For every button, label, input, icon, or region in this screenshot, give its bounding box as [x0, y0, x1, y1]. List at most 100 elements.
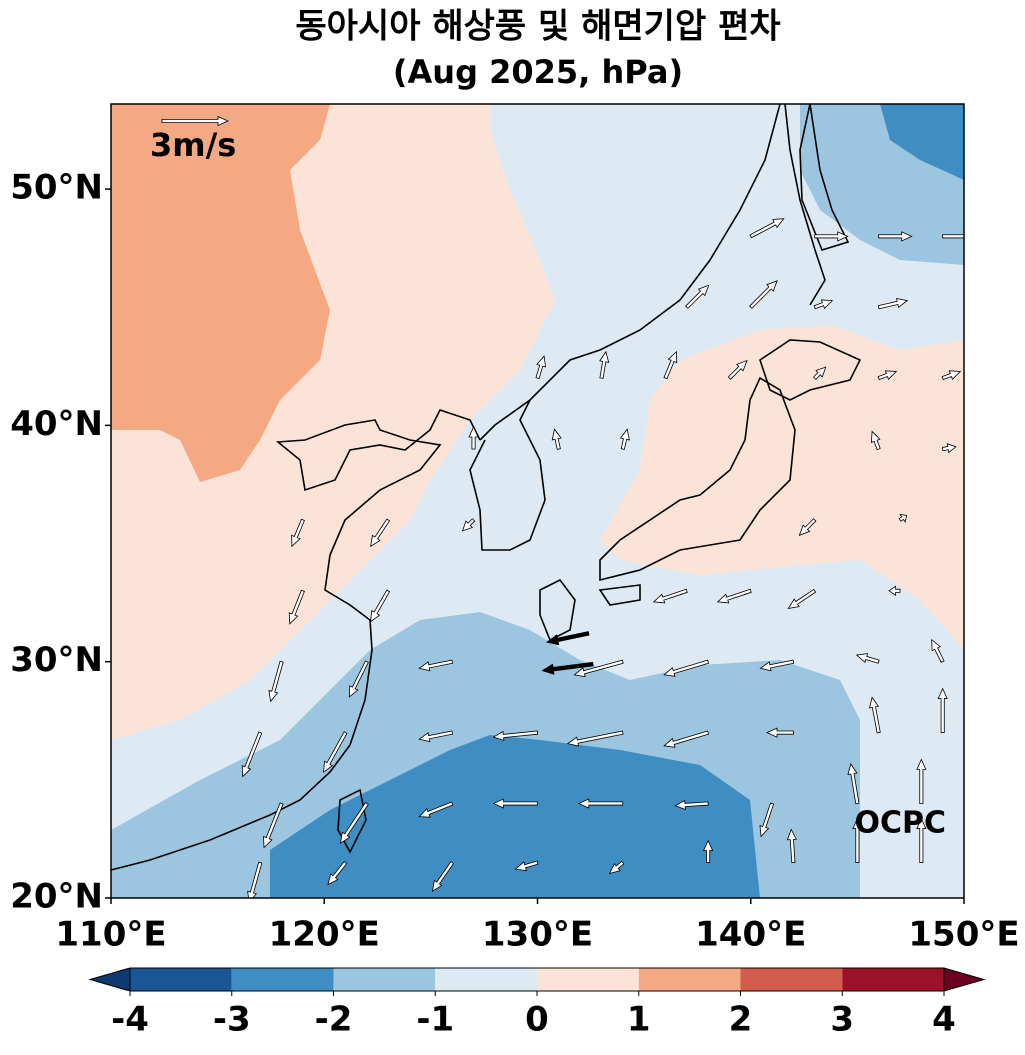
colorbar-tick-label: 1 [627, 1000, 651, 1040]
x-tick-label: 150°E [908, 915, 1019, 955]
wind-vector [566, 730, 624, 747]
wind-vector [535, 355, 547, 380]
colorbar-under [88, 967, 131, 992]
wind-vector [663, 730, 710, 748]
wind-vector [573, 659, 624, 678]
colorbar-tick-label: -2 [315, 1000, 353, 1040]
wind-vector [348, 660, 369, 698]
wind-vector [749, 218, 785, 239]
wind-vector [247, 861, 263, 898]
wind-vector [847, 762, 860, 805]
wind-vector [514, 860, 539, 872]
colorbar-segment [842, 968, 944, 991]
wind-vector [431, 861, 455, 892]
wind-vector [370, 589, 391, 623]
wind-vector [619, 428, 630, 450]
wind-vector [268, 660, 284, 703]
wind-vector [813, 366, 827, 380]
colorbar-tick-label: 0 [525, 1000, 549, 1040]
wind-vector [652, 588, 688, 604]
chart-title: 동아시아 해상풍 및 해면기압 편차 [295, 7, 780, 47]
wind-vector [786, 828, 797, 864]
wind-vector [814, 231, 849, 242]
y-tick-label: 30°N [10, 640, 103, 680]
colorbar-segment [740, 968, 843, 991]
colorbar-segment [333, 968, 436, 991]
wind-vectors [241, 218, 964, 898]
coastlines [111, 104, 862, 871]
wind-vector [418, 801, 454, 818]
highlight-vector [545, 631, 590, 646]
wind-vector [418, 730, 453, 743]
wind-vector [916, 817, 927, 863]
reference-vector [161, 115, 229, 127]
contour-fields [111, 104, 964, 898]
wind-vector [931, 638, 945, 663]
wind-vector [323, 731, 348, 774]
wind-vector [418, 659, 453, 672]
wind-vector [852, 817, 863, 863]
colorbar-segment [130, 968, 232, 991]
y-tick-label: 40°N [10, 404, 103, 444]
wind-vector [599, 350, 610, 379]
x-tick-label: 130°E [482, 915, 593, 955]
wind-vector [288, 589, 305, 625]
x-tick-label: 110°E [55, 915, 166, 955]
reference-label: 3m/s [150, 126, 236, 164]
colorbar-tick-label: 4 [932, 1000, 956, 1040]
wind-vector [766, 727, 794, 738]
wind-vector [663, 350, 678, 380]
wind-vector [339, 802, 369, 844]
wind-vector [702, 839, 714, 863]
wind-vector [868, 696, 881, 734]
colorbar-tick-label: 2 [729, 1000, 753, 1040]
wind-vector [749, 280, 778, 309]
wind-vector [798, 518, 817, 536]
wind-vector [716, 588, 752, 604]
wind-vector [916, 758, 927, 804]
contour-region [880, 104, 964, 180]
wind-vector [877, 297, 909, 310]
wind-vector [608, 860, 625, 875]
colorbar-tick-label: -4 [111, 1000, 149, 1040]
wind-vector [870, 430, 881, 451]
wind-vector [941, 443, 957, 454]
wind-vector [941, 370, 962, 381]
highlight-vector [541, 661, 594, 675]
wind-vector [291, 518, 305, 548]
y-tick-label: 20°N [10, 877, 103, 917]
wind-vector [263, 802, 284, 849]
x-tick-label: 120°E [269, 915, 380, 955]
wind-vector [492, 798, 538, 809]
wind-vector [577, 798, 624, 809]
wind-vector [878, 231, 913, 242]
colorbar-segment [537, 968, 639, 991]
wind-vector [937, 687, 948, 733]
colorbar-segment [435, 968, 537, 991]
wind-vector [877, 370, 898, 381]
colorbar-tick-label: -1 [416, 1000, 454, 1040]
wind-vector [468, 426, 479, 450]
wind-vector [759, 659, 795, 672]
wind-vector [551, 428, 562, 450]
colorbar-tick-label: 3 [830, 1000, 854, 1040]
wind-vector [674, 799, 709, 811]
colorbar-segment [231, 968, 334, 991]
wind-vector [942, 234, 964, 239]
colorbar-over [943, 967, 986, 992]
wind-vector [759, 802, 775, 838]
x-tick-label: 140°E [695, 915, 806, 955]
wind-vector [888, 585, 901, 597]
chart-subtitle: (Aug 2025, hPa) [393, 53, 683, 91]
wind-vector [727, 359, 748, 380]
wind-vector [898, 513, 908, 523]
wind-vector [813, 299, 834, 310]
wind-vector [461, 518, 476, 532]
contour-region [111, 104, 330, 482]
wind-vector [370, 518, 391, 548]
wind-vector [787, 588, 817, 609]
logo: OCPC [854, 806, 946, 841]
wind-vector [241, 731, 263, 778]
wind-vector [685, 284, 710, 309]
